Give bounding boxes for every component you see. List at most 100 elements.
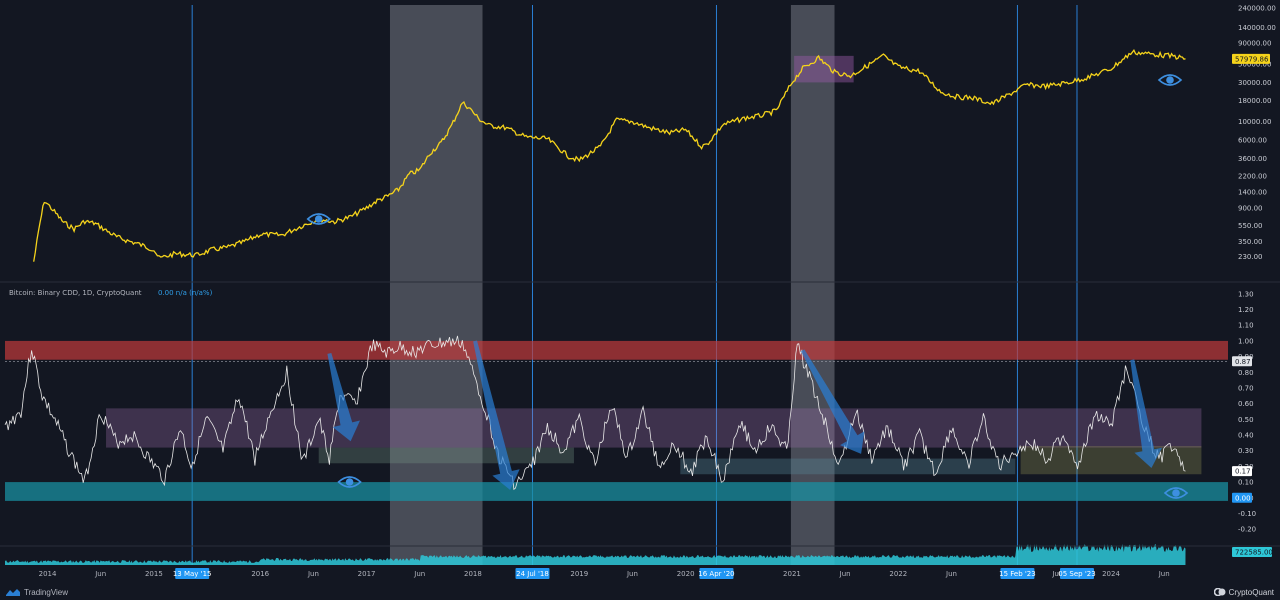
date-badge: 13 May '15 (173, 570, 212, 578)
date-badge: 16 Apr '20 (698, 570, 734, 578)
bottom-zone (5, 482, 1228, 501)
shaded-period (790, 5, 835, 565)
x-tick-label: 2022 (889, 570, 907, 578)
price-tick-label: 10000.00 (1238, 118, 1271, 126)
x-tick-label: Jun (1051, 570, 1063, 578)
cdd-tick-label: 0.60 (1238, 400, 1254, 408)
x-tick-label: Jun (839, 570, 851, 578)
eye-icon (306, 213, 331, 225)
cdd-tick-label: 0.80 (1238, 369, 1254, 377)
shaded-period (389, 5, 483, 565)
cdd-tick-label: 0.50 (1238, 416, 1254, 424)
eye-pupil (1172, 489, 1180, 497)
price-y-axis: 240000.00 140000.00 90000.00 50000.00 30000.… (1238, 5, 1276, 262)
price-tick-label: 230.00 (1238, 253, 1263, 261)
eye-outline (306, 213, 331, 225)
date-badge: 05 Sep '23 (1058, 570, 1095, 578)
volume-panel (0, 281, 1280, 565)
price-tick-label: 3600.00 (1238, 155, 1267, 163)
down-arrow-icon (800, 349, 865, 454)
date-badge-bg (515, 568, 550, 579)
cryptoquant-brand: CryptoQuant (1228, 587, 1274, 597)
cdd-tick-label: 0.10 (1238, 479, 1254, 487)
x-tick-label: Jun (945, 570, 957, 578)
cdd-legend-title: Bitcoin: Binary CDD, 1D, CryptoQuant (9, 289, 142, 297)
date-badge: 15 Feb '23 (999, 570, 1036, 578)
arrow-shape (473, 340, 520, 490)
down-arrow-icon (1130, 359, 1163, 468)
x-tick-label: 2017 (358, 570, 376, 578)
arrow-shape (800, 349, 865, 454)
annotations (306, 74, 1189, 499)
cdd-last-value-badge: 0.17 (1235, 468, 1251, 476)
footer-cryptoquant[interactable]: CryptoQuant (1213, 586, 1274, 598)
x-tick-label: 2024 (1102, 570, 1120, 578)
x-tick-label: 2021 (783, 570, 801, 578)
cdd-tick-label: 1.30 (1238, 290, 1254, 298)
price-tick-label: 350.00 (1238, 238, 1263, 246)
price-tick-label: 90000.00 (1238, 40, 1271, 48)
x-tick-label: 2014 (39, 570, 57, 578)
cdd-zero-badge: 0.00 (1235, 494, 1251, 502)
price-tick-label: 30000.00 (1238, 79, 1271, 87)
cdd-tick-label: 0.70 (1238, 384, 1254, 392)
cdd-zones (5, 55, 1228, 501)
price-tick-label: 6000.00 (1238, 137, 1267, 145)
cdd-legend: Bitcoin: Binary CDD, 1D, CryptoQuant 0.0… (9, 289, 213, 297)
tradingview-brand: TradingView (24, 587, 69, 597)
footer-tradingview[interactable]: TradingView (6, 586, 68, 598)
date-badge: 24 Jul '18 (516, 570, 549, 578)
cdd-series-line (4, 335, 1186, 491)
x-tick-label: Jun (626, 570, 638, 578)
cdd-level-badge-bg (1232, 356, 1252, 367)
x-tick-label: Jun (413, 570, 425, 578)
eye-outline (1157, 74, 1183, 86)
cdd-level-badge: 0.87 (1235, 358, 1251, 366)
overheated-zone (5, 340, 1228, 360)
cdd-tick-label: 0.40 (1238, 432, 1254, 440)
accumulation-zone (680, 458, 1016, 475)
tradingview-logo-icon (6, 589, 20, 596)
eye-pupil (1166, 76, 1174, 84)
price-highlight-box (794, 55, 854, 83)
eye-icon (337, 476, 362, 488)
x-axis: 2014 Jun 2015 2016 Jun 2017 Jun 2018 2019 Jun 2020… (39, 568, 1170, 579)
down-arrow-icon (473, 340, 520, 490)
price-last-value-badge-bg (1232, 53, 1270, 64)
price-last-value-badge: 57979.86 (1235, 55, 1269, 63)
accumulation-zone (318, 447, 574, 464)
volume-last-value-badge-bg (1232, 547, 1272, 557)
price-tick-label: 240000.00 (1238, 5, 1276, 13)
down-arrow-icon (327, 352, 361, 442)
value-badges: 57979.86 0.87 0.17 0.00 722585.00 (1232, 53, 1273, 557)
x-tick-label: Jun (1158, 570, 1170, 578)
cdd-tick-label: 1.00 (1238, 337, 1254, 345)
cdd-tick-label: 1.10 (1238, 322, 1254, 330)
cdd-last-value-badge-bg (1232, 466, 1252, 477)
x-tick-label: 2019 (570, 570, 588, 578)
date-badge-bg (1059, 568, 1094, 579)
eye-outline (1163, 487, 1189, 499)
x-tick-label: Jun (94, 570, 106, 578)
x-tick-label: 2015 (145, 570, 163, 578)
vertical-lines (191, 5, 1078, 565)
cdd-tick-label: -0.20 (1238, 526, 1256, 534)
date-badge-bg (699, 568, 734, 579)
eye-pupil (345, 478, 354, 486)
x-tick-label: 2016 (251, 570, 269, 578)
price-series-line (33, 48, 1186, 262)
eye-icon (1157, 74, 1183, 86)
price-tick-label: 140000.00 (1238, 24, 1276, 32)
cdd-tick-label: 1.20 (1238, 306, 1254, 314)
mid-zone (106, 408, 1202, 448)
arrow-shape (1130, 359, 1163, 468)
date-badge-bg (1000, 568, 1035, 579)
volume-last-value-badge: 722585.00 (1235, 549, 1273, 557)
eye-pupil (314, 215, 323, 223)
cdd-legend-value: 0.00 n/a (n/a%) (158, 289, 213, 297)
date-badge-bg (175, 568, 210, 579)
price-tick-label: 50000.00 (1238, 61, 1271, 69)
price-tick-label: 900.00 (1238, 204, 1263, 212)
x-tick-label: Jun (307, 570, 319, 578)
